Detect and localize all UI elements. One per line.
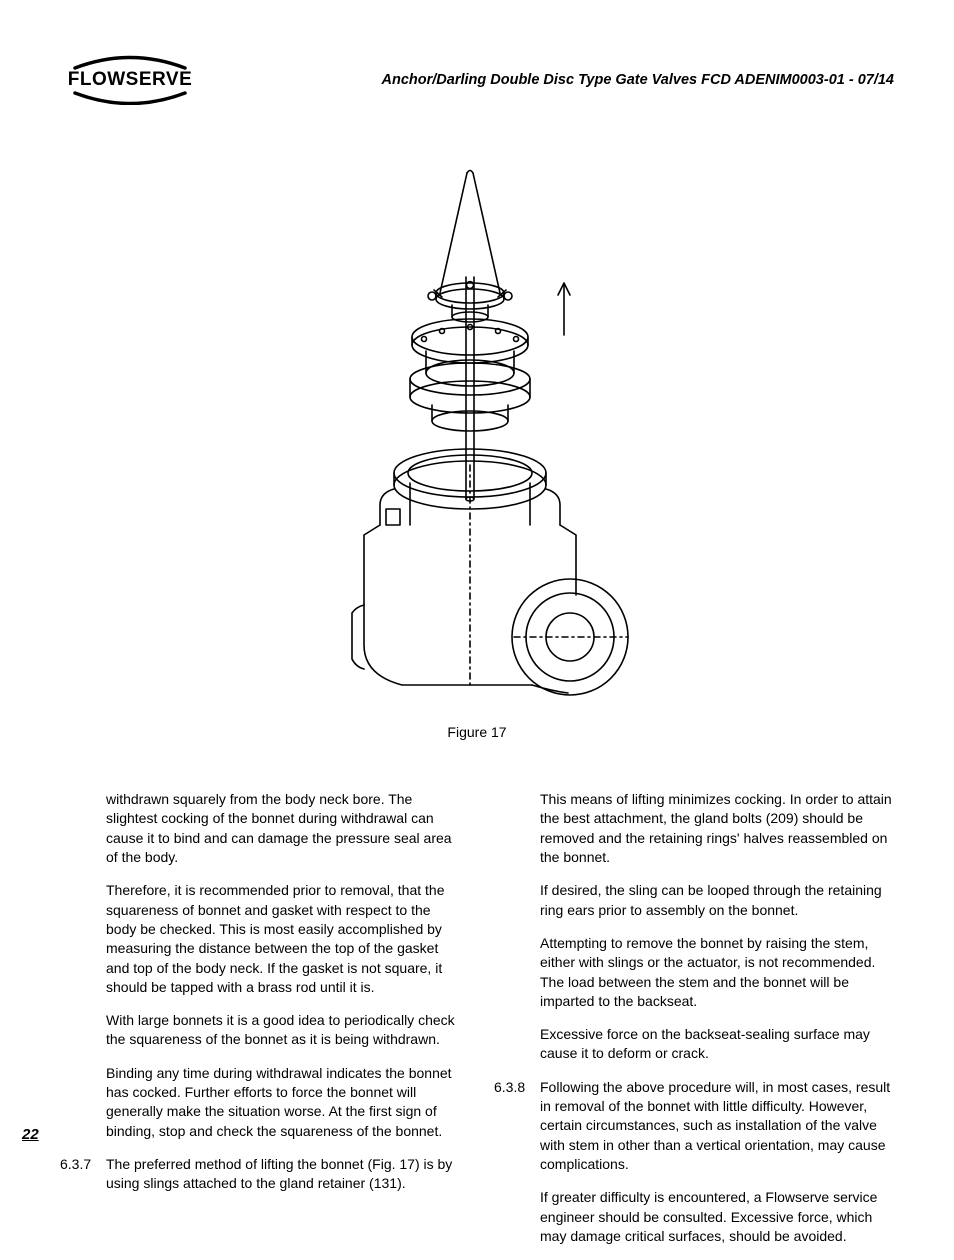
logo-text: FLOWSERVE — [60, 69, 200, 91]
body-columns: withdrawn squarely from the body neck bo… — [60, 790, 894, 1260]
paragraph: Excessive force on the backseat-sealing … — [540, 1025, 894, 1064]
page-number: 22 — [22, 1126, 39, 1143]
paragraph: If greater difficulty is encountered, a … — [540, 1188, 894, 1246]
paragraph: Binding any time during withdrawal indic… — [106, 1064, 460, 1141]
paragraph: With large bonnets it is a good idea to … — [106, 1011, 460, 1050]
paragraph: This means of lifting minimizes cocking.… — [540, 790, 894, 867]
figure-caption: Figure 17 — [60, 724, 894, 740]
document-title: Anchor/Darling Double Disc Type Gate Val… — [382, 72, 895, 88]
section-text: Following the above procedure will, in m… — [540, 1078, 894, 1175]
page: FLOWSERVE Anchor/Darling Double Disc Typ… — [0, 0, 954, 1235]
flowserve-logo: FLOWSERVE — [60, 55, 200, 105]
figure-17 — [60, 165, 894, 710]
paragraph: If desired, the sling can be looped thro… — [540, 881, 894, 920]
right-column: This means of lifting minimizes cocking.… — [494, 790, 894, 1260]
paragraph: Attempting to remove the bonnet by raisi… — [540, 934, 894, 1011]
left-column: withdrawn squarely from the body neck bo… — [60, 790, 460, 1260]
section-6-3-8: 6.3.8 Following the above procedure will… — [494, 1078, 894, 1175]
section-number: 6.3.7 — [60, 1155, 94, 1194]
section-text: The preferred method of lifting the bonn… — [106, 1155, 460, 1194]
paragraph: withdrawn squarely from the body neck bo… — [106, 790, 460, 867]
header: FLOWSERVE Anchor/Darling Double Disc Typ… — [60, 55, 894, 105]
section-number: 6.3.8 — [494, 1078, 528, 1175]
paragraph: Therefore, it is recommended prior to re… — [106, 881, 460, 997]
section-6-3-7: 6.3.7 The preferred method of lifting th… — [60, 1155, 460, 1194]
